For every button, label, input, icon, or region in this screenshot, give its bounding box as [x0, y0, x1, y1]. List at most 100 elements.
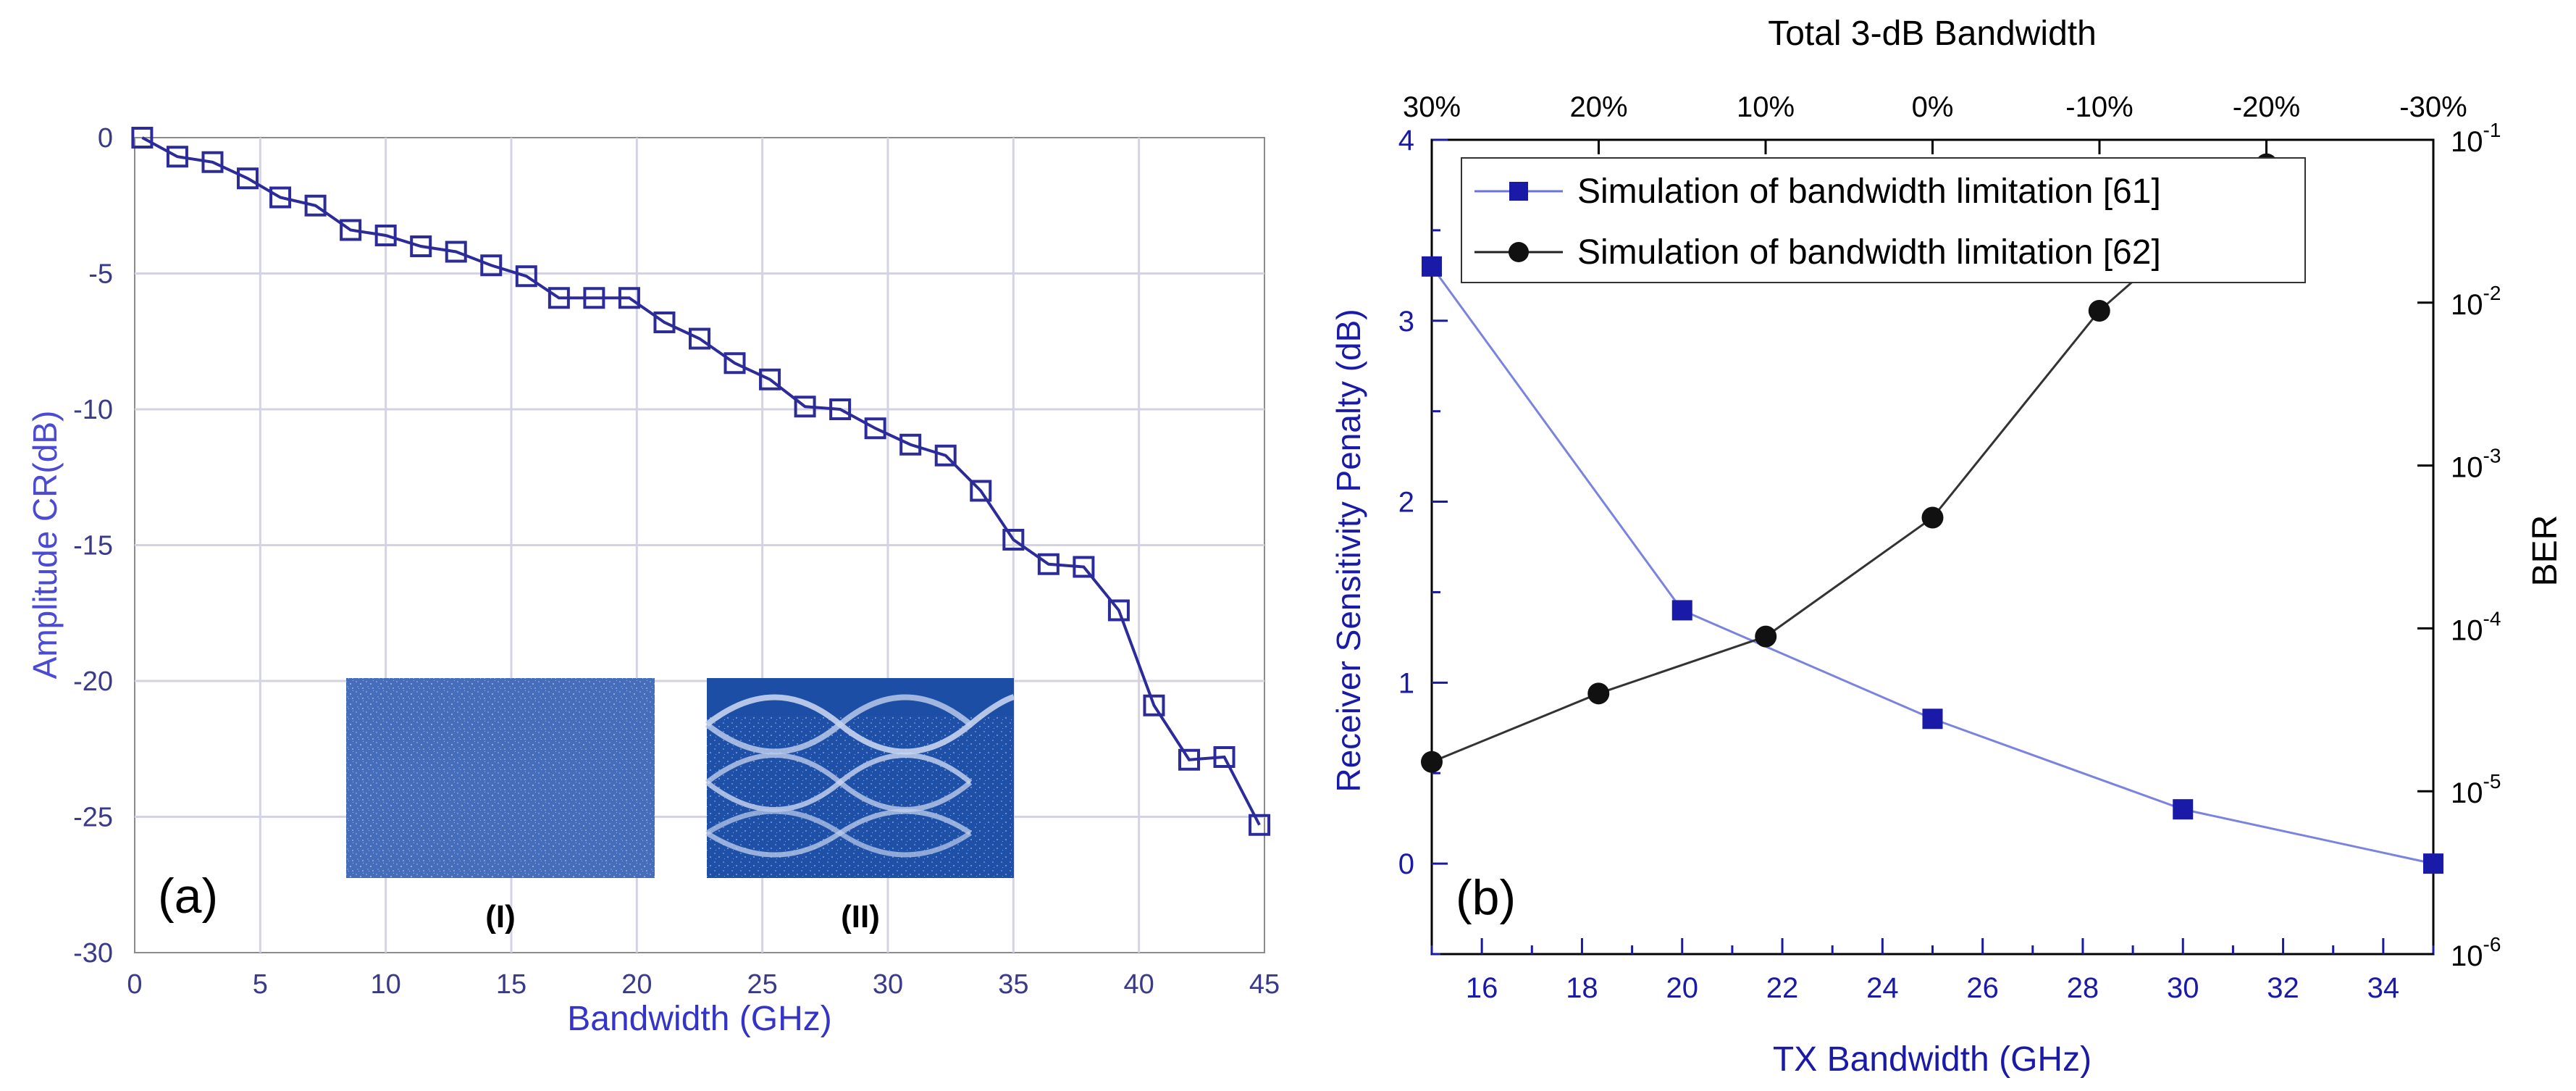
- panel-a-y-tick-label: 0: [98, 123, 113, 154]
- legend-box: [1461, 157, 2306, 283]
- panel-b-right-y-tick-label: 10-5: [2451, 770, 2501, 809]
- legend-marker-62: [1509, 242, 1529, 262]
- panel-a-y-tick-label: -10: [73, 395, 113, 425]
- panel-a-data-point: [618, 287, 640, 309]
- panel-b-top-tick-label: 10%: [1737, 91, 1795, 123]
- legend-item-61: Simulation of bandwidth limitation [61]: [1474, 172, 2161, 211]
- panel-a: 0 5 10 15 20 25 30 35 40 45 0 -5 -10 -15 -20 -25 -30 Ban…: [26, 123, 1280, 1038]
- panel-a-y-tick-label: -15: [73, 531, 113, 561]
- panel-b-x-tick-label: 24: [1866, 972, 1899, 1004]
- series-62-data-point: [1755, 625, 1777, 648]
- panel-a-data-point: [131, 127, 154, 149]
- panel-a-y-tick-label: -30: [73, 938, 113, 969]
- panel-a-data-point: [515, 265, 537, 288]
- panel-b-top-tick-label: 0%: [1912, 91, 1954, 123]
- panel-a-data-point: [864, 417, 886, 440]
- panel-b-right-y-tick-label: 10-6: [2451, 933, 2501, 972]
- panel-b-x-tick-label: 16: [1466, 972, 1498, 1004]
- panel-a-data-point: [970, 480, 992, 502]
- panel-a-data-point: [340, 219, 362, 241]
- panel-b-x-tick-label: 30: [2167, 972, 2199, 1004]
- panel-b-top-tick-label: -20%: [2233, 91, 2300, 123]
- panel-a-x-tick-label: 15: [496, 969, 526, 1000]
- panel-b-top-axis-title: Total 3-dB Bandwidth: [1768, 14, 2097, 53]
- panel-b-left-y-tick-label: 1: [1398, 667, 1414, 699]
- panel-a-x-tick-label: 30: [873, 969, 903, 1000]
- panel-a-data-point: [1107, 599, 1130, 622]
- panel-a-tick-labels: 0 5 10 15 20 25 30 35 40 45 0 -5 -10 -15 -20 -25 -30: [73, 123, 1280, 1000]
- eye-diagram-inset-closed: [346, 678, 655, 878]
- panel-b-top-tick-label: -10%: [2065, 91, 2133, 123]
- panel-a-data-point: [583, 287, 605, 309]
- panel-a-data-point: [547, 287, 570, 309]
- panel-a-data-point: [723, 352, 746, 375]
- panel-a-y-tick-label: -20: [73, 666, 113, 697]
- panel-b-x-tick-label: 26: [1966, 972, 1999, 1004]
- panel-b-right-y-axis-label: BER: [2526, 515, 2564, 587]
- eye-diagram-inset-open: [705, 678, 1015, 878]
- panel-a-data-point: [410, 235, 432, 257]
- panel-b-top-tick-label: -30%: [2399, 91, 2467, 123]
- panel-b-right-y-tick-label: 10-3: [2451, 445, 2501, 484]
- panel-b-x-tick-label: 20: [1666, 972, 1699, 1004]
- panel-a-data-point: [1178, 748, 1200, 771]
- panel-a-data-point: [794, 396, 816, 418]
- panel-b-right-y-tick-label: 10-4: [2451, 607, 2501, 646]
- panel-b-left-y-tick-label: 3: [1398, 306, 1414, 338]
- panel-b-label: (b): [1456, 870, 1516, 925]
- panel-b-right-y-tick-label: 10-2: [2451, 282, 2501, 321]
- legend-text-61: Simulation of bandwidth limitation [61]: [1577, 172, 2161, 211]
- panel-a-x-tick-label: 10: [371, 969, 401, 1000]
- panel-a-data-point: [304, 194, 327, 217]
- series-62-line: [1431, 163, 2267, 764]
- panel-a-data-point: [653, 312, 676, 333]
- panel-a-data-point: [1249, 814, 1271, 836]
- panel-b-x-tick-label: 22: [1766, 972, 1799, 1004]
- panel-a-data-point: [166, 146, 188, 168]
- panel-a-label: (a): [158, 869, 218, 924]
- panel-a-data-point: [689, 327, 710, 350]
- series-61-data-point: [2173, 799, 2194, 820]
- panel-b-x-tick-label: 32: [2267, 972, 2299, 1004]
- panel-a-data-point: [1213, 746, 1235, 768]
- panel-a-series-line: [141, 136, 1261, 826]
- series-62-data-point: [2088, 300, 2110, 322]
- panel-b-left-y-axis-label: Receiver Sensitivity Penalty (dB): [1330, 309, 1367, 792]
- panel-b-left-y-tick-label: 4: [1398, 125, 1414, 156]
- panel-a-data-point: [201, 151, 224, 173]
- panel-b-left-y-tick-label: 0: [1398, 848, 1414, 880]
- panel-a-x-tick-label: 45: [1249, 969, 1280, 1000]
- panel-b-right-y-tick-label: 10-1: [2451, 119, 2501, 158]
- panel-a-data-point: [1073, 556, 1095, 578]
- panel-a-data-point: [899, 433, 922, 456]
- panel-b-x-axis-label: TX Bandwidth (GHz): [1773, 1040, 2092, 1079]
- series-61-data-point: [1922, 708, 1943, 730]
- panel-a-x-tick-label: 40: [1124, 969, 1154, 1000]
- inset-label-I: (I): [485, 899, 516, 935]
- legend-marker-61: [1509, 182, 1528, 201]
- panel-a-series: [131, 127, 1271, 836]
- panel-a-x-tick-label: 20: [621, 969, 652, 1000]
- inset-label-II: (II): [841, 899, 880, 935]
- panel-a-data-point: [1037, 553, 1060, 575]
- series-62-data-point: [1587, 682, 1610, 705]
- panel-a-x-tick-label: 5: [253, 969, 268, 1000]
- panel-a-x-axis-label: Bandwidth (GHz): [567, 1000, 831, 1038]
- legend-item-62: Simulation of bandwidth limitation [62]: [1474, 233, 2161, 272]
- legend-text-62: Simulation of bandwidth limitation [62]: [1577, 233, 2161, 272]
- legend: Simulation of bandwidth limitation [61] …: [1461, 157, 2306, 283]
- panel-b-x-tick-label: 18: [1566, 972, 1598, 1004]
- series-62-data-point: [1921, 506, 1944, 529]
- panel-a-data-point: [269, 186, 292, 209]
- panel-a-data-point: [759, 368, 781, 390]
- panel-a-x-tick-label: 0: [127, 969, 142, 1000]
- series-61-data-point: [2423, 853, 2443, 874]
- panel-a-data-point: [237, 167, 259, 190]
- panel-a-x-tick-label: 25: [747, 969, 778, 1000]
- panel-a-data-point: [445, 241, 467, 263]
- panel-a-data-point: [480, 254, 503, 277]
- panel-b-x-tick-label: 34: [2367, 972, 2400, 1004]
- panel-b-top-tick-label: 30%: [1403, 91, 1461, 123]
